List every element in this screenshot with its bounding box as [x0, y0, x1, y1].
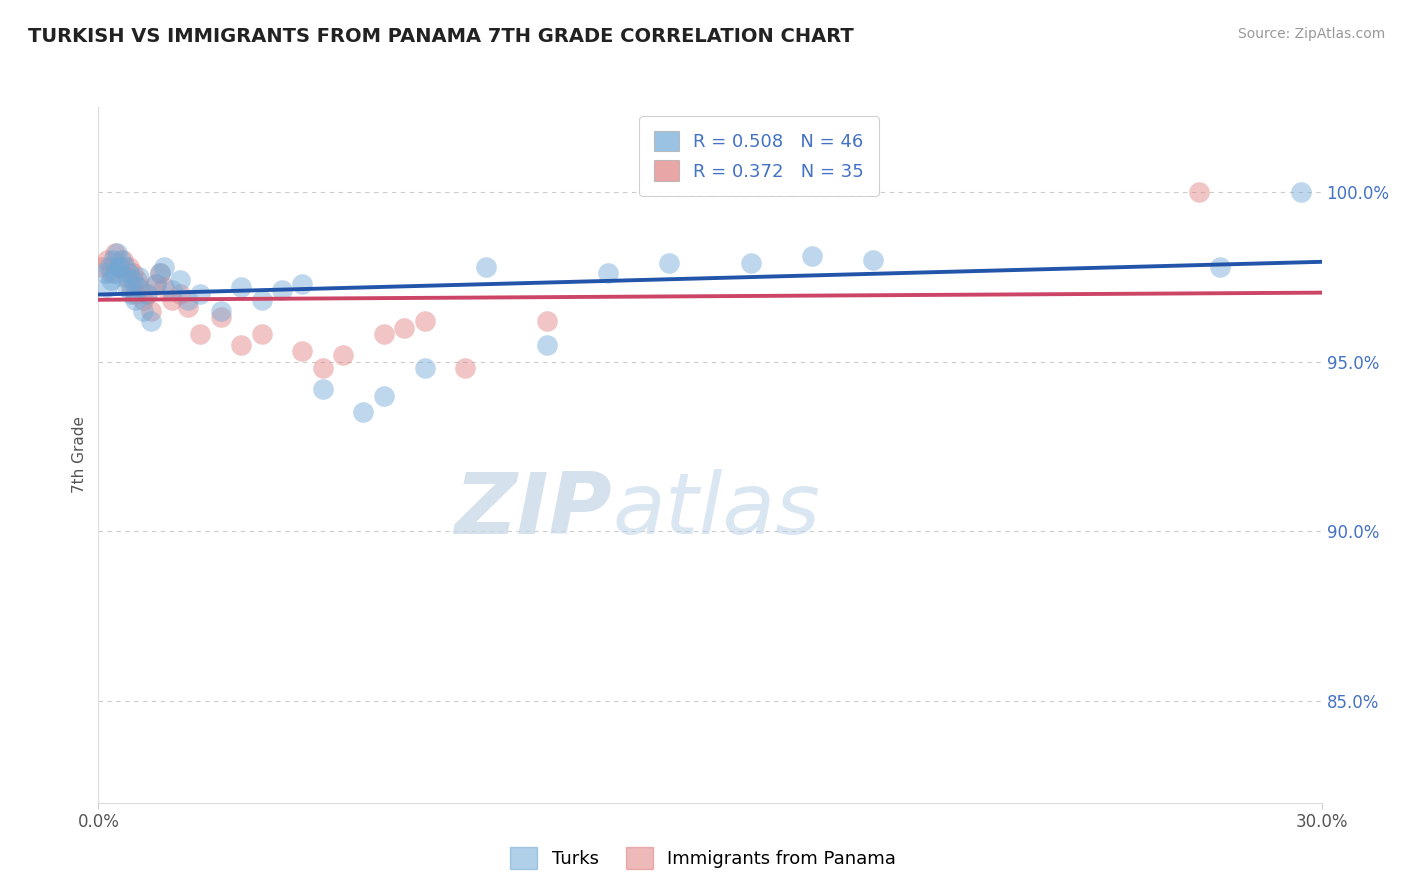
Point — [332, 348, 354, 362]
Point — [104, 266, 127, 280]
Point — [169, 273, 191, 287]
Text: Source: ZipAtlas.com: Source: ZipAtlas.com — [1237, 27, 1385, 41]
Text: ZIP: ZIP — [454, 469, 612, 552]
Point — [188, 327, 212, 342]
Point — [152, 260, 174, 274]
Point — [209, 303, 232, 318]
Point — [169, 286, 191, 301]
Point — [152, 280, 174, 294]
Point — [1188, 185, 1211, 199]
Point — [291, 344, 314, 359]
Point — [101, 252, 124, 267]
Point — [392, 320, 416, 334]
Point — [124, 293, 146, 308]
Point — [110, 252, 132, 267]
Point — [1291, 185, 1313, 199]
Point — [128, 269, 150, 284]
Point — [105, 246, 128, 260]
Point — [118, 266, 141, 280]
Legend: Turks, Immigrants from Panama: Turks, Immigrants from Panama — [501, 838, 905, 879]
Point — [141, 314, 163, 328]
Point — [658, 256, 681, 270]
Point — [132, 303, 155, 318]
Point — [96, 252, 118, 267]
Point — [373, 388, 395, 402]
Point — [141, 303, 163, 318]
Point — [120, 280, 142, 294]
Point — [149, 266, 172, 280]
Point — [127, 280, 149, 294]
Point — [127, 273, 149, 287]
Point — [118, 260, 141, 274]
Point — [145, 277, 167, 291]
Point — [108, 260, 131, 274]
Point — [209, 310, 232, 325]
Point — [373, 327, 395, 342]
Point — [231, 337, 253, 351]
Point — [115, 280, 138, 294]
Point — [413, 361, 436, 376]
Point — [312, 361, 335, 376]
Point — [177, 293, 200, 308]
Point — [474, 260, 498, 274]
Point — [91, 260, 114, 274]
Point — [149, 266, 172, 280]
Point — [124, 286, 146, 301]
Point — [413, 314, 436, 328]
Point — [1208, 260, 1232, 274]
Point — [100, 266, 122, 280]
Point — [93, 266, 115, 280]
Point — [111, 269, 134, 284]
Point — [352, 405, 374, 419]
Point — [136, 286, 159, 301]
Point — [177, 300, 200, 314]
Point — [114, 260, 136, 274]
Point — [100, 273, 122, 287]
Point — [108, 260, 131, 274]
Point — [536, 337, 558, 351]
Point — [536, 314, 558, 328]
Point — [132, 293, 155, 308]
Text: atlas: atlas — [612, 469, 820, 552]
Point — [136, 286, 159, 301]
Point — [312, 382, 335, 396]
Point — [454, 361, 477, 376]
Point — [862, 252, 884, 267]
Point — [160, 283, 183, 297]
Point — [145, 277, 167, 291]
Point — [160, 293, 183, 308]
Point — [740, 256, 762, 270]
Point — [111, 252, 134, 267]
Point — [122, 266, 145, 280]
Point — [596, 266, 619, 280]
Point — [122, 273, 145, 287]
Point — [128, 280, 150, 294]
Point — [97, 260, 120, 274]
Text: TURKISH VS IMMIGRANTS FROM PANAMA 7TH GRADE CORRELATION CHART: TURKISH VS IMMIGRANTS FROM PANAMA 7TH GR… — [28, 27, 853, 45]
Point — [104, 246, 127, 260]
Y-axis label: 7th Grade: 7th Grade — [72, 417, 87, 493]
Point — [270, 283, 294, 297]
Point — [250, 327, 273, 342]
Point — [96, 280, 118, 294]
Point — [115, 269, 138, 284]
Point — [291, 277, 314, 291]
Point — [188, 286, 212, 301]
Point — [801, 249, 824, 263]
Point — [231, 280, 253, 294]
Legend: R = 0.508   N = 46, R = 0.372   N = 35: R = 0.508 N = 46, R = 0.372 N = 35 — [640, 116, 879, 195]
Point — [120, 286, 142, 301]
Point — [250, 293, 273, 308]
